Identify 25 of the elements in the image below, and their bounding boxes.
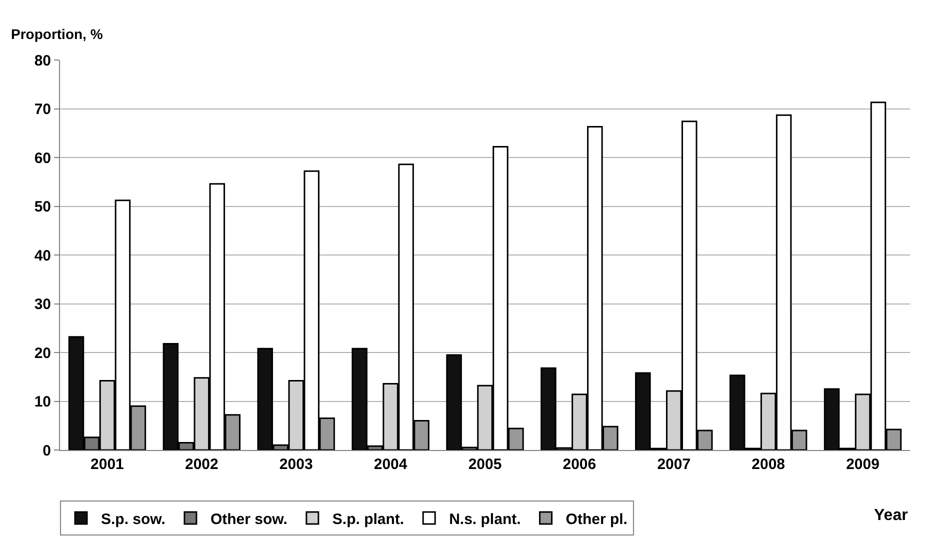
y-tick-label: 60 <box>34 150 51 167</box>
x-tick-label: 2002 <box>184 456 218 473</box>
y-tick-label: 80 <box>34 52 51 70</box>
y-tick-label: 70 <box>34 101 51 118</box>
y-tick-label: 0 <box>42 442 51 460</box>
x-axis-title: Year <box>874 507 908 524</box>
x-tick-label: 2005 <box>468 456 502 473</box>
x-tick-label: 2008 <box>752 456 786 473</box>
legend-label: Other sow. <box>210 510 288 528</box>
y-tick-label: 30 <box>34 296 51 313</box>
x-tick-label: 2001 <box>90 456 124 473</box>
legend-label: S.p. sow. <box>101 510 166 528</box>
x-tick-label: 2009 <box>846 456 880 473</box>
y-axis-title: Proportion, % <box>11 26 104 42</box>
x-tick-label: 2006 <box>562 456 596 473</box>
x-tick-label: 2007 <box>657 456 691 473</box>
legend-label: N.s. plant. <box>449 510 521 528</box>
legend-label: Other pl. <box>566 510 628 528</box>
y-tick-label: 20 <box>34 344 51 362</box>
y-tick-label: 50 <box>34 198 51 216</box>
x-tick-label: 2004 <box>374 456 408 473</box>
y-tick-label: 40 <box>34 247 51 264</box>
x-tick-label: 2003 <box>279 456 313 473</box>
y-tick-label: 10 <box>34 394 51 410</box>
legend-label: S.p. plant. <box>332 510 404 528</box>
